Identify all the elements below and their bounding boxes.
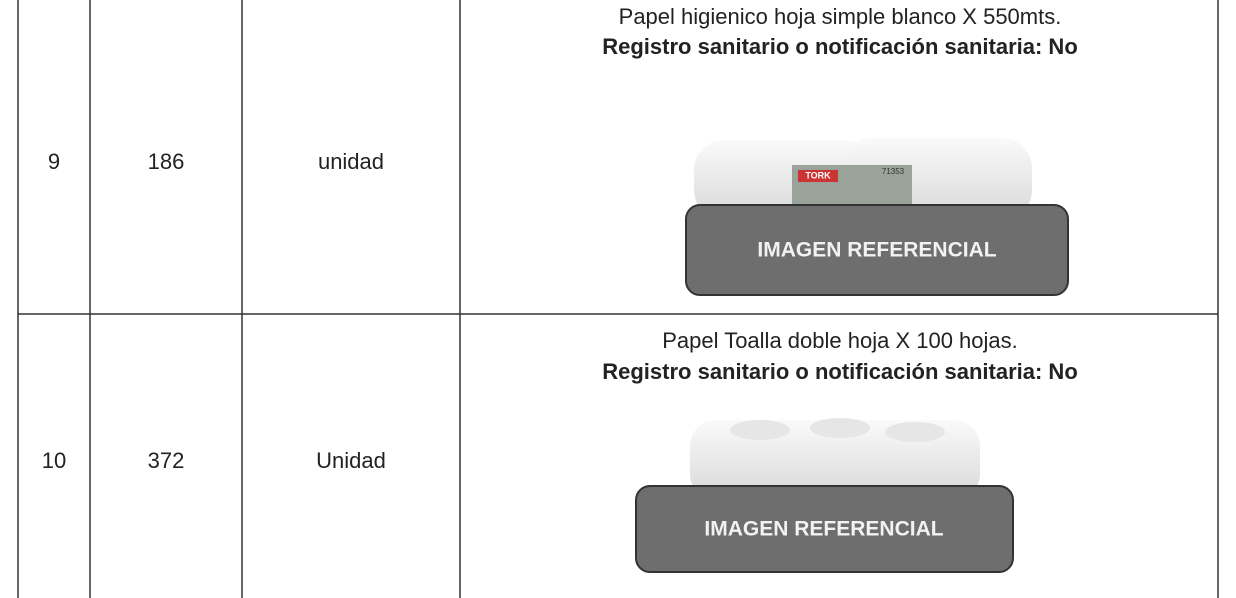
image-label: IMAGEN REFERENCIAL	[704, 518, 943, 541]
registry: Registro sanitario o notificación sanita…	[602, 34, 1078, 59]
image-brand: TORK	[805, 170, 831, 180]
product-image	[690, 418, 980, 500]
image-code: 71353	[882, 167, 905, 176]
item-number: 10	[42, 448, 66, 473]
description: Papel higienico hoja simple blanco X 550…	[619, 4, 1062, 29]
product-image: TORK 71353	[694, 138, 1032, 220]
unit: unidad	[318, 149, 384, 174]
image-label-box	[635, 485, 1014, 573]
registry: Registro sanitario o notificación sanita…	[602, 359, 1078, 384]
item-number: 9	[48, 149, 60, 174]
image-label-box	[685, 204, 1069, 296]
image-label: IMAGEN REFERENCIAL	[757, 239, 996, 262]
quantity: 372	[148, 448, 185, 473]
table-grid	[17, 0, 1219, 598]
unit: Unidad	[316, 448, 386, 473]
quantity: 186	[148, 149, 185, 174]
description: Papel Toalla doble hoja X 100 hojas.	[662, 328, 1018, 353]
